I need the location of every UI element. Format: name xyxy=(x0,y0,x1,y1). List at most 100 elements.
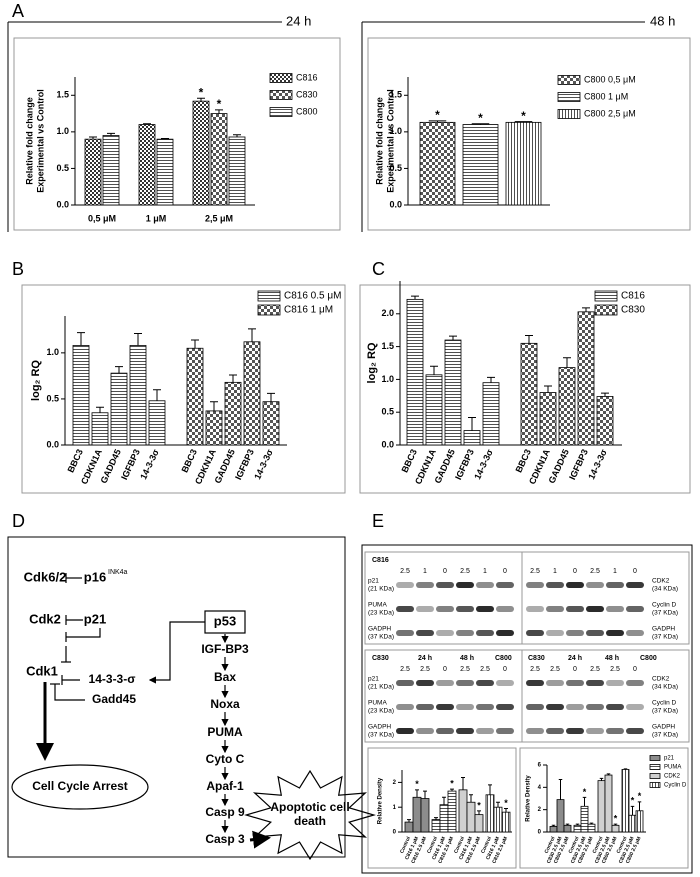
legend-label: C816 0.5 μM xyxy=(284,291,341,302)
bar xyxy=(597,780,606,833)
error-bar xyxy=(471,123,490,125)
blot-band xyxy=(606,704,624,710)
lane-label: 2.5 xyxy=(590,666,600,673)
blot-band xyxy=(496,582,514,588)
bar xyxy=(447,790,457,833)
blot-band xyxy=(396,606,414,612)
error-bar xyxy=(115,366,123,374)
blot-band xyxy=(566,680,584,686)
blot-band xyxy=(416,704,434,710)
blot-header: 24 h xyxy=(568,655,582,662)
blot-band xyxy=(476,728,494,734)
blot-row-label: (37 KDa) xyxy=(368,634,394,641)
pathway-node: Cyto C xyxy=(206,752,245,766)
blot-band xyxy=(626,606,644,612)
error-bar xyxy=(411,295,419,300)
blot-row-label: (23 KDa) xyxy=(368,610,394,617)
y-tick-label: 1.0 xyxy=(381,374,394,384)
error-bar xyxy=(134,333,142,346)
x-tick-label: BBC3 xyxy=(400,448,419,474)
lane-label: 0 xyxy=(443,568,447,575)
blot-band xyxy=(526,728,544,734)
bar xyxy=(110,372,128,446)
bar xyxy=(404,821,414,833)
significance-mark: * xyxy=(583,787,587,797)
blot-band xyxy=(436,680,454,686)
lane-label: 2.5 xyxy=(530,568,540,575)
error-bar xyxy=(589,822,594,825)
blot-band xyxy=(496,680,514,686)
blot-band xyxy=(546,680,564,686)
bar xyxy=(91,412,109,446)
bar xyxy=(580,805,589,833)
blot-header: C800 xyxy=(640,655,657,662)
blot-band xyxy=(396,680,414,686)
blot-row-label: (34 KDa) xyxy=(652,586,678,593)
x-tick-label: 14-3-3σ xyxy=(138,448,161,481)
pathway-node: Cdk6/2 xyxy=(24,569,67,584)
blot-band xyxy=(436,728,454,734)
blot-band xyxy=(416,630,434,636)
pathway-shapes xyxy=(11,573,376,861)
blot-row-label: GADPH xyxy=(368,626,391,633)
blot-band xyxy=(626,704,644,710)
panel-label: E xyxy=(372,511,384,531)
blot-band xyxy=(586,704,604,710)
blot-header: C830 xyxy=(528,655,545,662)
legend-swatch xyxy=(269,73,293,83)
x-tick-label: 2,5 μM xyxy=(205,213,233,223)
significance-mark: * xyxy=(199,85,204,99)
blot-band xyxy=(456,728,474,734)
bar xyxy=(138,124,156,206)
x-tick-label: BBC3 xyxy=(66,448,85,474)
legend-label: Cyclin D xyxy=(664,783,687,789)
error-bar xyxy=(423,790,427,799)
panel-label: B xyxy=(12,259,24,279)
legend-swatch xyxy=(557,92,581,102)
bar xyxy=(474,814,484,833)
bar xyxy=(604,774,613,833)
y-tick-label: 0.5 xyxy=(381,407,394,417)
significance-mark: * xyxy=(477,800,481,810)
blot-band xyxy=(396,630,414,636)
blot-band xyxy=(606,606,624,612)
blot-header: C830 xyxy=(372,655,389,662)
blot-band xyxy=(606,680,624,686)
panel-label: C xyxy=(372,259,385,279)
y-tick-label: 2 xyxy=(538,807,542,813)
y-tick-label: 0.0 xyxy=(389,199,402,209)
legend-label: C830 xyxy=(621,305,645,316)
bar xyxy=(482,382,500,446)
y-tick-label: 6 xyxy=(538,763,542,769)
blot-band xyxy=(546,630,564,636)
lane-label: 2.5 xyxy=(460,568,470,575)
blot-band xyxy=(566,704,584,710)
lane-label: 2.5 xyxy=(590,568,600,575)
bar xyxy=(439,804,449,833)
bar xyxy=(563,824,572,833)
lane-label: 0 xyxy=(633,568,637,575)
blot-row-label: GADPH xyxy=(368,724,391,731)
y-axis-label: log₂ RQ xyxy=(366,342,378,383)
lane-label: 0 xyxy=(573,568,577,575)
error-bar xyxy=(544,385,552,393)
blot-band xyxy=(546,728,564,734)
blot-band xyxy=(456,630,474,636)
blot-row-label: CDK2 xyxy=(652,578,670,585)
pathway-node: Cdk2 xyxy=(29,611,61,626)
blot-band xyxy=(416,582,434,588)
error-bar xyxy=(267,392,275,402)
panel-label: A xyxy=(12,1,24,21)
bar xyxy=(493,806,503,833)
blot-band xyxy=(416,606,434,612)
x-tick-label: 1 μM xyxy=(146,213,167,223)
error-bar xyxy=(575,823,580,826)
blot-band xyxy=(436,582,454,588)
significance-mark: * xyxy=(614,814,618,824)
significance-mark: * xyxy=(435,108,440,122)
lane-label: 2.5 xyxy=(400,568,410,575)
blot-band xyxy=(416,728,434,734)
legend-swatch xyxy=(594,290,618,302)
bar xyxy=(577,311,595,446)
legend-label: C800 xyxy=(296,106,318,116)
